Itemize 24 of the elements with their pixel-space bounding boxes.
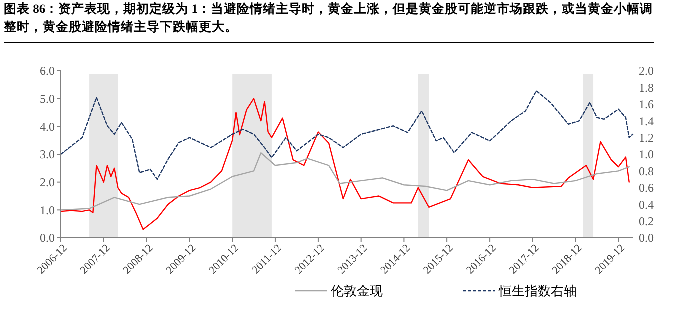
- y2-tick-label: 0.6: [639, 181, 654, 196]
- y2-tick-label: 1.6: [639, 98, 654, 112]
- y2-tick-label: 2.0: [639, 64, 654, 78]
- y2-tick-label: 1.8: [639, 80, 654, 95]
- y-tick-label: 3.0: [40, 148, 55, 162]
- y2-tick-label: 1.2: [639, 131, 654, 145]
- y2-tick-label: 0.2: [639, 214, 654, 228]
- line-series: [60, 90, 634, 180]
- legend-label: 恒生指数右轴: [498, 284, 577, 300]
- chart-title: 图表 86：资产表现，期初定级为 1：当避险情绪主导时，黄金上涨，但是黄金股可能逆市场跟跌，或当黄金小幅调整时，黄金股避险情绪主导下跌幅更大。: [4, 0, 654, 43]
- line-series: [60, 98, 630, 230]
- y-tick-label: 5.0: [40, 92, 55, 106]
- legend-label: 伦敦金现: [331, 284, 383, 300]
- y-tick-label: 1.0: [40, 203, 55, 218]
- y2-tick-label: 1.4: [639, 114, 654, 128]
- y2-tick-label: 0.8: [639, 164, 654, 178]
- line-series: [60, 152, 630, 211]
- y-tick-label: 0.0: [40, 231, 55, 246]
- y-tick-label: 4.0: [40, 120, 55, 134]
- y-tick-label: 2.0: [40, 176, 55, 190]
- y-tick-label: 6.0: [40, 64, 55, 78]
- y2-tick-label: 0.4: [639, 198, 654, 212]
- y2-tick-label: 1.0: [639, 148, 654, 162]
- y2-tick-label: 0.0: [639, 231, 654, 246]
